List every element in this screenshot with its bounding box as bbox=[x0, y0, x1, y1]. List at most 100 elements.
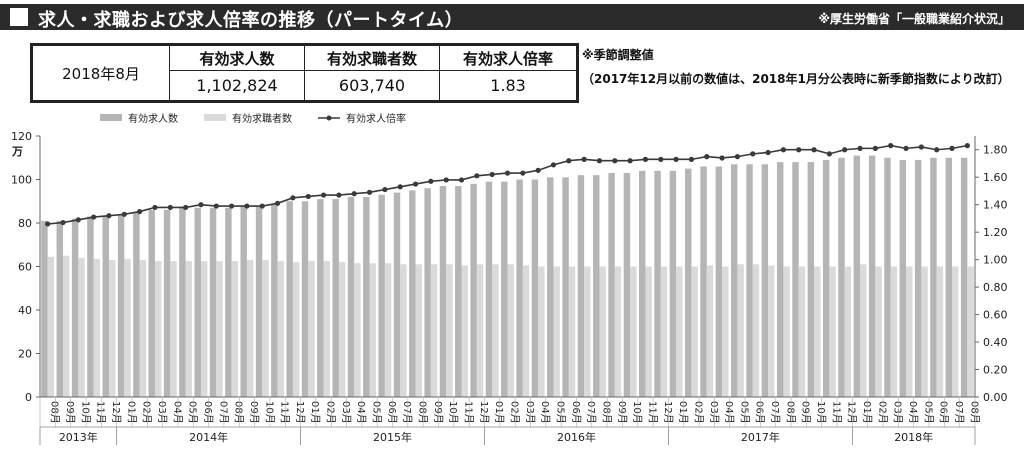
bar-job-offers bbox=[746, 164, 753, 397]
left-tick-label: 20 bbox=[18, 348, 32, 361]
bar-job-offers bbox=[332, 199, 339, 397]
point-ratio bbox=[918, 144, 924, 150]
bar-job-seekers bbox=[875, 266, 882, 397]
x-tick-label-month: 09月 bbox=[616, 401, 628, 424]
point-ratio bbox=[826, 151, 832, 157]
x-tick-label-month: 06月 bbox=[570, 401, 582, 424]
x-tick-label-month: 05月 bbox=[738, 401, 750, 424]
bar-job-seekers bbox=[676, 266, 683, 397]
point-ratio bbox=[351, 191, 357, 197]
square-bullet-icon bbox=[10, 8, 28, 26]
x-tick-label-month: 04月 bbox=[539, 401, 551, 424]
x-tick-label-month: 11月 bbox=[463, 401, 475, 424]
x-tick-label-month: 02月 bbox=[141, 401, 153, 424]
bar-job-seekers bbox=[936, 266, 944, 397]
point-ratio bbox=[734, 154, 741, 160]
x-tick-label-month: 12月 bbox=[662, 401, 674, 424]
bar-job-offers bbox=[884, 157, 891, 397]
x-tick-label-month: 08月 bbox=[784, 401, 796, 424]
x-tick-label-month: 10月 bbox=[815, 401, 827, 424]
right-tick-label: 0.80 bbox=[983, 281, 1008, 294]
x-tick-label-month: 03月 bbox=[156, 401, 168, 424]
point-ratio bbox=[397, 184, 403, 190]
x-tick-label-month: 08月 bbox=[233, 401, 245, 424]
x-tick-label-month: 04月 bbox=[907, 401, 919, 424]
point-ratio bbox=[612, 158, 618, 164]
point-ratio bbox=[106, 213, 112, 219]
bar-job-offers bbox=[133, 212, 140, 397]
x-tick-label-month: 12月 bbox=[846, 401, 858, 424]
bar-job-offers bbox=[148, 209, 155, 397]
chart-title: 求人・求職および求人倍率の推移（パートタイム） bbox=[38, 10, 464, 31]
summary-table: 2018年8月 有効求人数 有効求職者数 有効求人倍率 1,102,824 60… bbox=[30, 43, 579, 103]
point-ratio bbox=[121, 211, 127, 217]
bar-job-offers bbox=[117, 214, 125, 397]
bar-job-offers bbox=[301, 201, 309, 397]
x-tick-label-month: 09月 bbox=[432, 401, 444, 424]
bar-job-seekers bbox=[967, 266, 974, 397]
bar-job-seekers bbox=[461, 265, 468, 397]
bar-job-offers bbox=[822, 159, 830, 397]
bar-job-seekers bbox=[844, 266, 852, 397]
bar-job-offers bbox=[363, 196, 370, 397]
bar-job-seekers bbox=[246, 259, 254, 397]
bar-job-offers bbox=[102, 216, 109, 397]
x-tick-label-month: 06月 bbox=[202, 401, 214, 424]
x-tick-label-month: 07月 bbox=[217, 401, 229, 424]
point-ratio bbox=[888, 143, 894, 149]
point-ratio bbox=[780, 147, 787, 153]
title-bar: 求人・求職および求人倍率の推移（パートタイム） ※厚生労働省「一般職業紹介状況」 bbox=[0, 4, 1024, 31]
bar-job-seekers bbox=[538, 266, 545, 397]
bar-job-seekers bbox=[783, 266, 790, 397]
point-ratio bbox=[305, 193, 311, 200]
summary-value-job-offers: 1,102,824 bbox=[169, 70, 305, 102]
x-tick-label-month: 02月 bbox=[692, 401, 704, 424]
year-label: 2015年 bbox=[373, 430, 412, 444]
right-tick-label: 1.80 bbox=[983, 144, 1008, 157]
bar-job-offers bbox=[240, 205, 247, 397]
point-ratio bbox=[290, 195, 296, 201]
bar-job-seekers bbox=[415, 264, 422, 397]
left-tick-label: 60 bbox=[18, 261, 32, 274]
x-tick-label-month: 11月 bbox=[95, 401, 107, 424]
x-tick-label-month: 11月 bbox=[279, 401, 291, 424]
x-tick-label-month: 10月 bbox=[631, 401, 643, 424]
bar-job-offers bbox=[317, 199, 324, 397]
bar-job-seekers bbox=[170, 261, 177, 397]
x-tick-label-month: 01月 bbox=[493, 401, 505, 424]
summary-header-job-offers: 有効求人数 bbox=[169, 43, 305, 72]
bar-job-offers bbox=[56, 220, 63, 397]
year-label: 2014年 bbox=[189, 430, 228, 444]
bar-job-offers bbox=[776, 162, 784, 397]
bar-job-offers bbox=[163, 209, 171, 397]
bar-job-offers bbox=[87, 216, 94, 397]
bar-job-offers bbox=[424, 188, 431, 397]
point-ratio bbox=[382, 186, 388, 193]
right-tick-label: 1.40 bbox=[983, 199, 1008, 212]
left-tick-label: 80 bbox=[18, 217, 32, 230]
point-ratio bbox=[167, 204, 173, 211]
bar-job-seekers bbox=[614, 266, 622, 397]
point-ratio bbox=[857, 145, 863, 151]
x-tick-label-month: 05月 bbox=[922, 401, 934, 424]
x-tick-label-month: 07月 bbox=[401, 401, 413, 424]
x-tick-label-month: 01月 bbox=[125, 401, 137, 424]
bar-job-offers bbox=[547, 177, 554, 397]
bar-job-seekers bbox=[384, 263, 392, 397]
bar-job-offers bbox=[593, 175, 600, 397]
x-tick-label-month: 02月 bbox=[876, 401, 888, 424]
x-tick-label-month: 11月 bbox=[830, 401, 842, 424]
x-tick-label-month: 09月 bbox=[248, 401, 260, 424]
bar-job-seekers bbox=[369, 263, 376, 397]
year-label: 2013年 bbox=[59, 430, 98, 444]
bar-job-offers bbox=[516, 179, 523, 397]
year-label: 2017年 bbox=[741, 430, 780, 444]
chart-svg: 有効求人数 有効求職者数 有効求人倍率 0 20 40 60 80 100 120 万 0.00 0.2… bbox=[11, 112, 1008, 445]
x-tick-label-month: 01月 bbox=[677, 401, 689, 424]
bar-job-seekers bbox=[752, 264, 760, 397]
bar-job-offers bbox=[179, 207, 186, 397]
x-tick-label-month: 03月 bbox=[340, 401, 352, 424]
point-ratio bbox=[704, 154, 710, 160]
point-ratio bbox=[443, 177, 449, 183]
point-ratio bbox=[796, 147, 802, 153]
